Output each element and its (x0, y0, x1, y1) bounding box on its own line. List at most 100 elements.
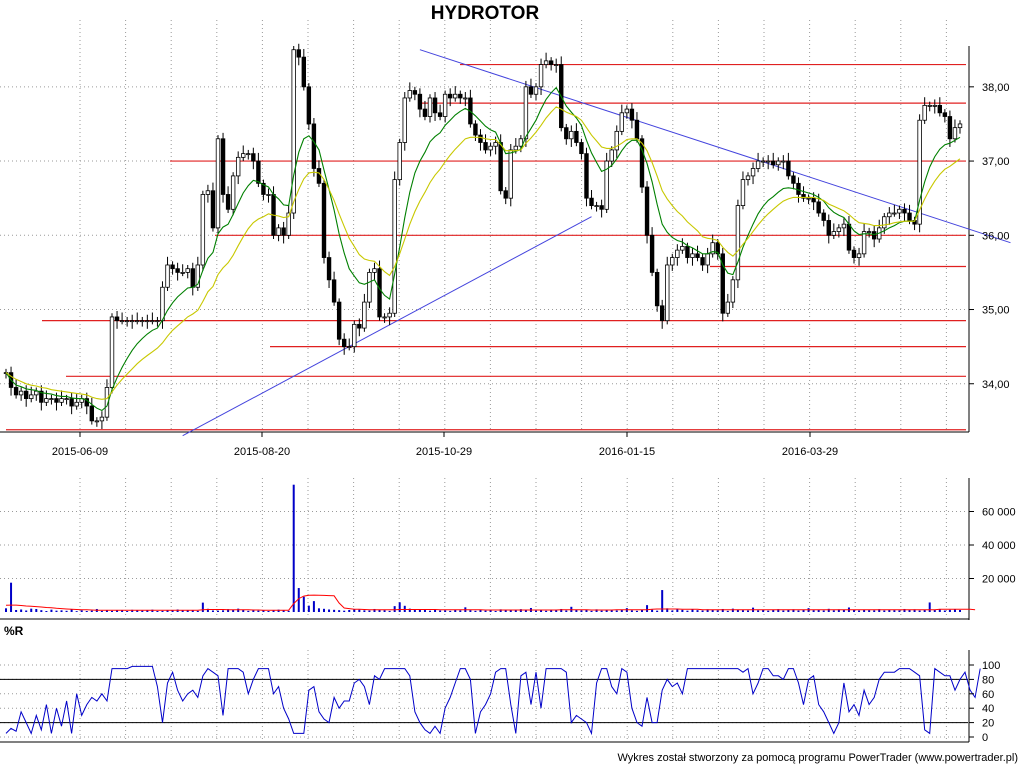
price-candle (175, 268, 180, 273)
price-candle (584, 153, 589, 199)
volume-bar (923, 609, 926, 612)
volume-bar (641, 609, 643, 612)
volume-bar (40, 610, 43, 612)
volume-bar (45, 610, 48, 612)
price-candle (670, 257, 675, 266)
price-candle (639, 138, 645, 188)
price-candle (99, 416, 105, 422)
price-candle (821, 212, 826, 221)
volume-bar (368, 610, 371, 612)
volume-bar (126, 610, 129, 612)
price-candle (781, 160, 786, 163)
price-candle (942, 112, 948, 117)
price-candle (135, 320, 140, 323)
price-candle (553, 64, 559, 66)
volume-bar (863, 609, 866, 612)
price-candle (654, 272, 660, 307)
price-candle (427, 97, 433, 117)
price-candle (276, 227, 281, 236)
trendline (419, 49, 1011, 244)
volume-bar (575, 609, 578, 612)
volume-bar (605, 610, 608, 612)
volume-bar (307, 605, 310, 612)
price-candle (286, 212, 291, 236)
volume-bar (287, 610, 290, 612)
volume-bar (580, 610, 583, 612)
price-candle (392, 179, 397, 314)
volume-bar (257, 610, 260, 612)
price-candle (776, 160, 781, 166)
price-candle (952, 127, 958, 140)
price-candle (145, 320, 150, 323)
volume-bar (721, 608, 724, 612)
volume-bar (903, 608, 906, 612)
price-candle (64, 398, 69, 400)
volume-bar (701, 610, 704, 612)
volume-bar (323, 608, 325, 612)
volume-bar (25, 610, 28, 612)
volume-bar (388, 610, 391, 612)
volume-bar (832, 610, 835, 612)
price-candle (538, 64, 544, 88)
volume-bar (595, 609, 598, 612)
volume-bar (777, 609, 780, 612)
price-candle (902, 208, 907, 214)
price-candle (331, 279, 337, 303)
volume-bar (883, 610, 886, 612)
volume-bar (80, 610, 83, 612)
price-candle (624, 108, 630, 114)
volume-bar (651, 609, 654, 612)
date-tick-label: 2015-10-29 (416, 446, 472, 458)
volume-bar (408, 608, 411, 612)
price-candle (892, 212, 897, 215)
price-candle (811, 197, 816, 203)
price-candle (755, 160, 761, 169)
price-candle (861, 231, 867, 255)
volume-bar (297, 588, 300, 612)
price-candle (190, 268, 195, 288)
volume-tick-label: 40 000 (982, 540, 1016, 552)
volume-bar (20, 609, 23, 612)
volume-bar (726, 610, 729, 612)
price-candle (629, 108, 635, 121)
price-candle (685, 246, 690, 258)
price-candle (119, 320, 125, 323)
price-candle (336, 301, 342, 340)
volume-bar (716, 610, 719, 612)
volume-bar (232, 609, 235, 612)
price-candle (215, 138, 221, 229)
price-candle (836, 227, 842, 232)
volume-bar (282, 610, 285, 612)
price-candle (352, 323, 357, 348)
volume-bar (454, 609, 457, 612)
price-candle (543, 60, 549, 65)
price-candle (816, 201, 821, 214)
price-candle (160, 286, 165, 322)
volume-bar (797, 610, 800, 612)
volume-bar (514, 610, 517, 612)
volume-bar (550, 609, 553, 612)
price-candle (493, 142, 498, 147)
price-candle (599, 205, 604, 210)
price-candle (124, 320, 130, 323)
price-candle (347, 346, 352, 349)
price-candle (447, 93, 453, 99)
price-candle (140, 320, 145, 323)
price-candle (897, 208, 902, 214)
price-candle (59, 398, 64, 403)
price-candle (705, 253, 710, 266)
price-candle (165, 264, 170, 288)
price-tick-label: 36,00 (982, 230, 1010, 242)
volume-bar (873, 610, 876, 612)
price-candle (932, 104, 937, 107)
volume-bar (959, 609, 961, 612)
price-candle (760, 160, 766, 163)
volume-bar (757, 610, 760, 612)
volume-bar (186, 610, 189, 612)
price-candle (700, 257, 705, 266)
price-candle (362, 301, 367, 329)
price-candle (533, 86, 539, 95)
volume-bar (317, 608, 320, 612)
volume-bar (671, 610, 674, 612)
